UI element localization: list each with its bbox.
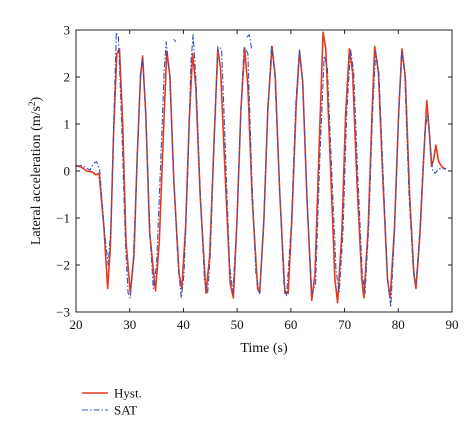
y-tick-label: 3 [64,23,71,38]
legend: Hyst. SAT [82,386,142,418]
x-tick-label: 90 [446,317,459,332]
y-tick-label: 0 [64,164,71,179]
y-tick-label: −3 [56,305,70,320]
y-axis-label-main: Lateral acceleration (m/s [29,106,44,245]
legend-label-hyst: Hyst. [114,386,142,401]
x-tick-label: 70 [338,317,351,332]
legend-label-sat: SAT [114,403,137,418]
series-line-sat-2 [173,39,177,43]
y-axis-label-end: ) [29,97,44,102]
series-lines [76,31,447,308]
y-tick-label: −1 [56,211,70,226]
x-tick-label: 80 [392,317,405,332]
y-axis-label-superscript: 2 [27,102,37,107]
y-tick-label: 2 [64,70,71,85]
y-tick-label: 1 [64,117,71,132]
series-line-sat-1 [76,31,447,308]
series-line-sat-3 [246,34,253,49]
x-tick-label: 60 [284,317,297,332]
x-tick-label: 40 [177,317,190,332]
x-tick-label: 50 [231,317,244,332]
x-tick-label: 30 [123,317,136,332]
x-tick-label: 20 [70,317,83,332]
axis-ticks: 20 30 40 50 60 70 80 90 −3 −2 −1 0 1 2 3 [56,23,458,333]
x-axis-label: Time (s) [240,341,288,356]
y-tick-label: −2 [56,258,70,273]
y-axis-label: Lateral acceleration (m/s2) [27,97,44,246]
series-line-hyst-0 [76,31,446,304]
